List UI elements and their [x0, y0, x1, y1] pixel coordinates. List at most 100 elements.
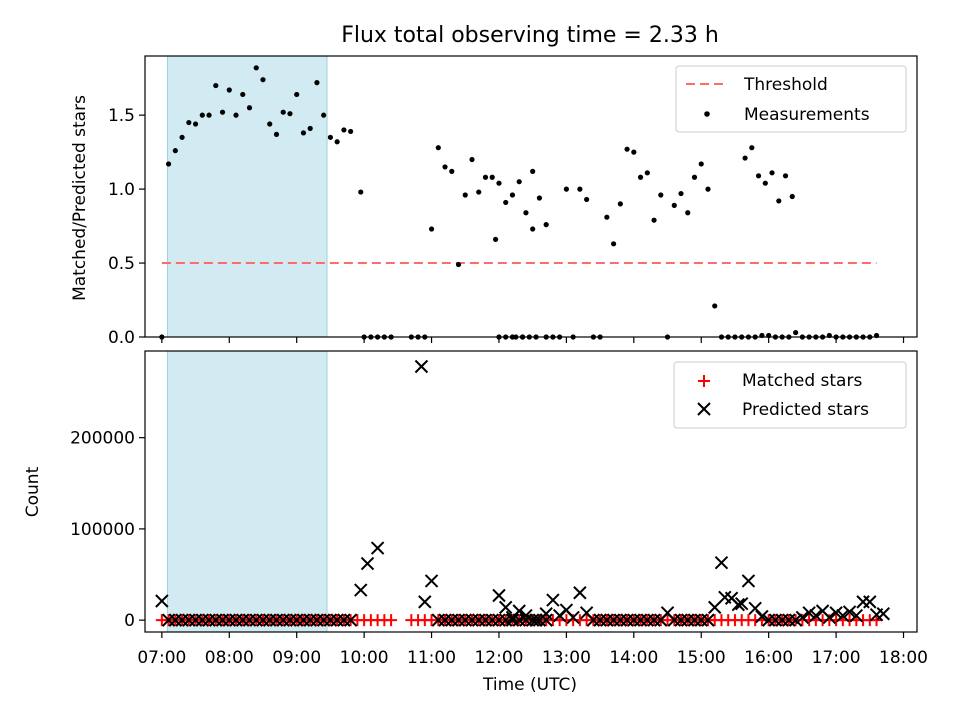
- bottom-shaded-interval: [166, 350, 328, 633]
- x-tick-label: 07:00: [137, 648, 186, 668]
- top-y-ticks: 0.0 0.5 1.0 1.5: [108, 106, 145, 348]
- measurement-point: [280, 109, 286, 115]
- x-tick-label: 08:00: [205, 648, 254, 668]
- measurement-point: [213, 82, 219, 89]
- bottom-panel: 0 100000 200000 07:00 08:00 09:00 10:00 11:00 1…: [23, 350, 928, 695]
- measurement-point: [698, 161, 704, 167]
- matched-star-marker: [385, 614, 398, 627]
- measurement-point: [496, 180, 502, 186]
- measurement-point: [624, 146, 630, 152]
- predicted-star-marker: [424, 574, 439, 588]
- predicted-star-markers: [155, 359, 890, 627]
- predicted-star-marker: [788, 613, 803, 627]
- measurement-point: [658, 192, 664, 198]
- top-plot-frame: [144, 55, 918, 338]
- measurement-point: [509, 192, 516, 198]
- measurement-point: [246, 105, 253, 111]
- measurement-point: [776, 198, 782, 204]
- legend-threshold-label: Threshold: [743, 75, 828, 95]
- y-tick-label: 0.5: [108, 254, 135, 274]
- measurement-point: [530, 168, 536, 174]
- top-legend-box: [675, 65, 907, 133]
- measurement-point: [678, 190, 684, 197]
- bottom-x-ticks: 07:00 08:00 09:00 10:00 11:00 12:00 13:00 14:00…: [137, 632, 928, 668]
- measurement-point: [617, 201, 623, 207]
- y-tick-label: 1.5: [108, 106, 135, 126]
- predicted-star-marker: [822, 610, 837, 625]
- measurement-point: [705, 186, 711, 192]
- predicted-star-marker: [795, 610, 810, 625]
- top-shaded-interval: [166, 55, 328, 338]
- predicted-star-marker: [360, 556, 375, 571]
- predicted-star-marker: [731, 597, 746, 612]
- measurement-point: [516, 179, 522, 185]
- y-tick-label: 1.0: [108, 180, 135, 200]
- measurement-point: [455, 261, 462, 268]
- measurement-point: [742, 155, 748, 161]
- predicted-star-marker: [876, 607, 890, 621]
- measurement-point: [462, 192, 468, 198]
- predicted-star-marker: [708, 600, 722, 615]
- measurement-point: [172, 148, 178, 154]
- x-tick-label: 11:00: [407, 648, 456, 668]
- predicted-star-marker: [499, 600, 513, 615]
- measurement-point: [435, 145, 441, 151]
- measurement-point: [442, 164, 448, 170]
- measurement-point: [240, 91, 246, 98]
- measurement-point: [482, 174, 489, 180]
- measurement-point: [267, 121, 273, 127]
- measurement-point: [165, 161, 172, 167]
- measurement-point: [793, 329, 799, 336]
- predicted-star-marker: [856, 595, 870, 609]
- measurement-point: [179, 134, 185, 140]
- measurement-points: [159, 65, 880, 340]
- measurement-point: [523, 210, 529, 216]
- predicted-star-marker: [836, 608, 850, 623]
- bottom-legend-box: [673, 361, 907, 429]
- y-tick-label: 100000: [70, 520, 135, 540]
- measurement-point: [543, 222, 549, 228]
- measurement-point: [631, 149, 637, 155]
- measurement-point: [769, 170, 775, 176]
- predicted-star-marker: [802, 606, 816, 620]
- x-tick-label: 10:00: [340, 648, 389, 668]
- matched-star-marker: [870, 614, 883, 627]
- measurement-point: [651, 217, 657, 223]
- measurement-point: [287, 111, 293, 117]
- measurement-point: [307, 125, 313, 132]
- measurement-point: [348, 128, 354, 135]
- legend-measurements-swatch: [704, 111, 710, 117]
- legend-matched-swatch: [698, 375, 710, 387]
- measurement-point: [199, 112, 205, 118]
- measurement-point: [321, 112, 327, 118]
- measurement-point: [186, 119, 192, 126]
- legend-predicted-swatch: [697, 402, 711, 416]
- measurement-point: [253, 65, 259, 71]
- legend-predicted-label: Predicted stars: [742, 400, 869, 420]
- predicted-star-marker: [539, 613, 553, 627]
- predicted-star-marker: [546, 593, 560, 607]
- top-x-ticks: [161, 337, 905, 343]
- measurement-point: [563, 186, 569, 192]
- measurement-point: [341, 127, 347, 133]
- predicted-star-marker: [414, 359, 429, 374]
- predicted-star-marker: [755, 609, 769, 624]
- measurement-point: [536, 195, 543, 201]
- measurement-point: [577, 186, 583, 192]
- x-tick-label: 15:00: [677, 648, 726, 668]
- measurement-point: [637, 174, 644, 180]
- measurement-point: [192, 121, 199, 127]
- predicted-star-marker: [573, 586, 587, 600]
- predicted-star-marker: [512, 604, 526, 618]
- measurement-point: [755, 173, 762, 179]
- measurement-point: [671, 202, 677, 208]
- predicted-star-marker: [519, 608, 533, 623]
- measurement-point: [644, 170, 650, 176]
- measurement-point: [226, 87, 232, 93]
- predicted-star-marker: [863, 595, 877, 609]
- bottom-y-ticks: 0 100000 200000: [70, 429, 145, 631]
- predicted-star-marker: [370, 541, 385, 555]
- predicted-star-marker: [829, 606, 843, 620]
- predicted-star-marker: [842, 605, 857, 619]
- predicted-star-marker: [155, 594, 169, 608]
